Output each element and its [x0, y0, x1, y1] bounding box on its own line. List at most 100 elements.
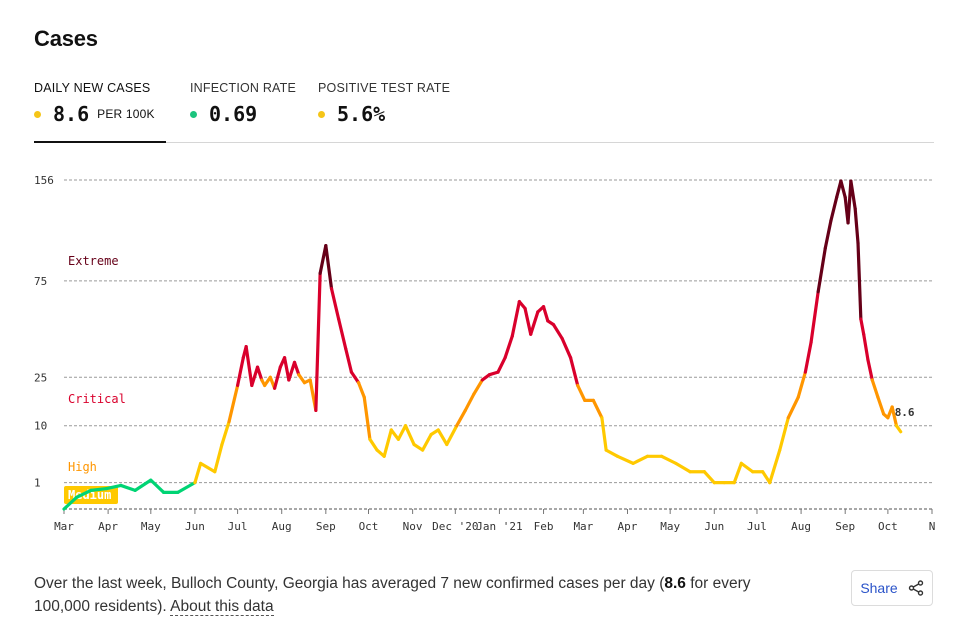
series-line-segment: [870, 378, 880, 399]
series-line-segment: [149, 478, 166, 494]
series-line-segment: [62, 495, 79, 511]
series-line-segment: [193, 461, 203, 485]
status-dot-icon: [190, 110, 197, 118]
zone-label: Critical: [68, 392, 126, 406]
tab-infection-rate[interactable]: INFECTION RATE 0.69: [190, 80, 300, 141]
series-line-segment: [631, 454, 650, 465]
series-line-segment: [89, 486, 109, 492]
series-line-segment: [529, 310, 540, 336]
series-line-segment: [876, 395, 886, 416]
series-line-segment: [119, 483, 137, 492]
series-line-segment: [403, 424, 416, 447]
x-tick-label: Nov: [403, 520, 423, 533]
series-line-segment: [382, 428, 393, 458]
summary-text-after: for every 100,000 residents).: [34, 575, 751, 615]
x-tick-label: Sep: [835, 520, 855, 533]
series-line-segment: [455, 408, 467, 428]
series-line-segment: [412, 442, 425, 452]
series-line-segment: [472, 378, 484, 396]
series-line-segment: [199, 461, 217, 474]
share-label: Share: [860, 580, 898, 596]
series-line-segment: [463, 392, 476, 413]
series-line-segment: [541, 305, 550, 323]
series-line-segment: [282, 356, 291, 382]
x-tick-label: Apr: [98, 520, 118, 533]
tab-label: POSITIVE TEST RATE: [318, 81, 451, 95]
x-tick-label: Jun: [704, 520, 724, 533]
page-title: Cases: [34, 26, 98, 51]
series-line-segment: [75, 488, 93, 499]
y-tick-label: 156: [34, 174, 54, 187]
metric-tabs: DAILY NEW CASES 8.6 PER 100K INFECTION R…: [34, 80, 934, 143]
tab-label: INFECTION RATE: [190, 81, 297, 95]
x-tick-label: Sep: [316, 520, 336, 533]
share-button[interactable]: Share: [851, 570, 933, 606]
x-tick-label: Oct: [878, 520, 898, 533]
zone-label: Medium: [68, 488, 111, 502]
x-tick-label: Feb: [534, 520, 554, 533]
series-line-segment: [859, 317, 866, 336]
y-tick-label: 75: [34, 275, 47, 288]
series-line-segment: [510, 299, 521, 338]
series-line-segment: [576, 383, 587, 402]
series-line-segment: [250, 365, 260, 388]
series-line-segment: [816, 246, 827, 294]
y-tick-label: 10: [34, 420, 47, 433]
series-line-segment: [368, 437, 379, 452]
series-line-segment: [786, 395, 800, 420]
series-line-segment: [739, 461, 755, 474]
tab-value: 0.69: [209, 102, 258, 126]
x-tick-label: Jul: [228, 520, 248, 533]
series-line-segment: [329, 287, 341, 321]
summary-highlight: 8.6: [664, 575, 686, 592]
series-line-segment: [604, 448, 620, 458]
series-line-segment: [568, 356, 580, 388]
x-tick-label: May: [660, 520, 680, 533]
x-tick-label: Jul: [747, 520, 767, 533]
series-line-segment: [768, 448, 782, 485]
series-line-segment: [551, 323, 564, 340]
x-tick-label: Aug: [272, 520, 292, 533]
tab-daily-new-cases[interactable]: DAILY NEW CASES 8.6 PER 100K: [34, 80, 166, 143]
series-line-segment: [176, 481, 197, 494]
x-tick-label: Apr: [618, 520, 638, 533]
status-dot-icon: [318, 110, 325, 118]
x-tick-label: Oct: [359, 520, 379, 533]
series-line-segment: [362, 395, 372, 441]
series-line-segment: [866, 358, 874, 382]
x-tick-label: Aug: [791, 520, 811, 533]
series-line-segment: [829, 195, 839, 223]
series-line-segment: [856, 241, 863, 321]
series-line-segment: [890, 405, 899, 428]
summary-text-before: Over the last week, Bulloch County, Geor…: [34, 575, 665, 592]
series-line-segment: [839, 179, 847, 199]
series-line-segment: [523, 306, 533, 336]
series-line-segment: [337, 317, 348, 351]
series-line-segment: [292, 360, 301, 377]
series-line-segment: [660, 454, 678, 465]
about-data-link[interactable]: About this data: [170, 598, 274, 616]
x-tick-label: Jan '21: [476, 520, 522, 533]
tab-positive-test-rate[interactable]: POSITIVE TEST RATE 5.6%: [318, 80, 452, 141]
series-line-segment: [133, 478, 153, 492]
series-line-segment: [445, 424, 459, 447]
last-value-label: 8.6: [895, 406, 915, 419]
series-line-segment: [105, 483, 123, 491]
series-line-segment: [244, 345, 254, 388]
series-line-segment: [297, 373, 307, 385]
series-line-segment: [702, 470, 716, 485]
series-line-segment: [560, 336, 573, 360]
series-line-segment: [287, 360, 297, 382]
series-line-segment: [496, 356, 507, 374]
series-line-segment: [349, 370, 361, 385]
series-line-segment: [436, 428, 449, 447]
cases-chart: 1 10 25 75 156 Extreme Critical High Medium Mar Ap…: [34, 174, 935, 533]
series-line-segment: [853, 207, 860, 245]
series-line-segment: [809, 290, 820, 345]
zone-label: High: [68, 460, 97, 474]
tab-value: 5.6%: [337, 102, 386, 126]
series-line-segment: [324, 243, 334, 291]
series-line-segment: [420, 432, 433, 452]
series-line-segment: [849, 179, 857, 211]
series-line-segment: [823, 218, 833, 250]
